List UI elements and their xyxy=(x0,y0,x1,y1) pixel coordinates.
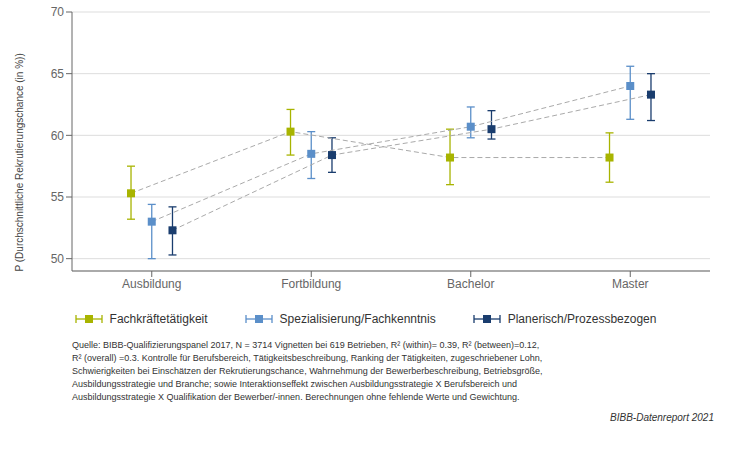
html-text:BIBB-Datenreport 2021: BIBB-Datenreport 2021 xyxy=(610,412,714,423)
html-text:Planerisch/Prozessbezogen: Planerisch/Prozessbezogen xyxy=(507,312,657,326)
svg-text:60: 60 xyxy=(51,129,65,143)
svg-text:P (Durchschnittliche Rekrutier: P (Durchschnittliche Rekrutierungschance… xyxy=(14,53,25,271)
svg-text:Bachelor: Bachelor xyxy=(447,277,494,291)
svg-text:Fortbildung: Fortbildung xyxy=(281,277,341,291)
svg-text:50: 50 xyxy=(51,252,65,266)
html-text:Quelle: BIBB-Qualifizierungspa: Quelle: BIBB-Qualifizierungspanel 2017, … xyxy=(72,340,543,402)
svg-text:65: 65 xyxy=(51,67,65,81)
svg-text:Master: Master xyxy=(612,277,649,291)
svg-text:70: 70 xyxy=(51,5,65,19)
svg-text:Ausbildung: Ausbildung xyxy=(122,277,181,291)
svg-text:55: 55 xyxy=(51,190,65,204)
html-text:Fachkräftetätigkeit: Fachkräftetätigkeit xyxy=(109,312,208,326)
html-text:Spezialisierung/Fachkenntnis: Spezialisierung/Fachkenntnis xyxy=(279,312,436,326)
